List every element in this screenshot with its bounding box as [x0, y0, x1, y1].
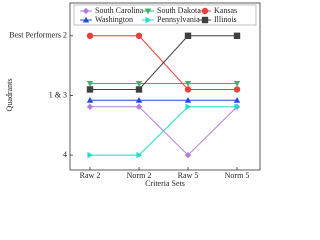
plot-frame — [69, 2, 261, 171]
chart: Criteria Sets Quadrants 4 1 & 3 Best Perfo… — [5, 2, 261, 188]
marker — [184, 97, 192, 103]
marker — [184, 80, 192, 87]
marker — [185, 103, 192, 110]
marker — [86, 80, 94, 87]
x-tick-label: Norm 5 — [225, 171, 250, 180]
y-tick-label: Best Performers 2 — [9, 31, 67, 40]
y-axis-title: Quadrants — [5, 79, 14, 112]
y-tick-label: 4 — [63, 150, 67, 159]
y-tick-label: 1 & 3 — [49, 90, 67, 99]
marker — [145, 16, 152, 24]
x-tick-label: Norm 2 — [127, 171, 152, 180]
x-tick-label: Raw 2 — [80, 171, 101, 180]
x-axis-title: Criteria Sets — [145, 179, 185, 188]
marker — [135, 32, 143, 40]
marker — [184, 86, 192, 93]
marker — [144, 8, 152, 15]
marker — [86, 97, 94, 103]
marker — [86, 32, 94, 40]
marker — [87, 151, 94, 159]
legend-label: South Carolina — [95, 6, 144, 15]
marker — [233, 97, 241, 103]
marker — [136, 151, 143, 159]
marker — [135, 86, 143, 93]
marker — [82, 16, 90, 23]
marker — [135, 97, 143, 103]
legend-label: Pennsylvania — [157, 15, 200, 24]
x-tick-label: Raw 5 — [178, 171, 199, 180]
marker — [82, 7, 90, 15]
legend-label: Washington — [95, 15, 133, 24]
marker — [184, 151, 192, 159]
marker — [86, 103, 94, 110]
legend-label: South Dakota — [157, 6, 201, 15]
series-line — [90, 35, 237, 90]
marker — [184, 32, 192, 40]
legend-label: Kansas — [214, 6, 237, 15]
marker — [135, 103, 143, 110]
legend-label: Illinois — [214, 15, 237, 24]
marker — [233, 32, 241, 40]
marker — [234, 103, 241, 110]
series-line — [90, 106, 237, 156]
marker — [86, 86, 94, 93]
marker — [135, 80, 143, 87]
marker — [201, 7, 209, 15]
marker — [233, 80, 241, 87]
marker — [201, 16, 209, 24]
marker — [233, 86, 241, 93]
